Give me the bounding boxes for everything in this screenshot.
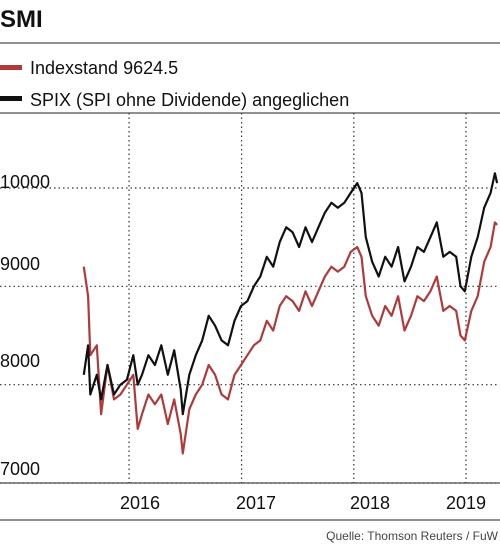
x-tick-label-2017: 2017 (236, 493, 276, 513)
legend-label-indexstand: Indexstand 9624.5 (30, 58, 178, 78)
legend-swatch-spix (0, 96, 22, 101)
source-note: Quelle: Thomson Reuters / FuW (326, 529, 499, 543)
legend-label-spix: SPIX (SPI ohne Dividende) angeglichen (30, 90, 349, 110)
series-line-spix (82, 172, 499, 416)
y-tick-label-10000: 10000 (0, 172, 50, 192)
x-tick-label-2016: 2016 (120, 493, 160, 513)
x-tick-label-2019: 2019 (446, 493, 486, 513)
legend-swatch-indexstand (0, 65, 22, 70)
y-tick-label-7000: 7000 (0, 459, 40, 479)
y-axis-labels: 10000 9000 8000 7000 (0, 172, 50, 479)
chart-title: SMI (0, 6, 43, 33)
x-axis-labels: 2016 2017 2018 2019 (120, 493, 486, 513)
x-tick-label-2018: 2018 (350, 493, 390, 513)
y-tick-label-9000: 9000 (0, 254, 40, 274)
legend: Indexstand 9624.5 SPIX (SPI ohne Dividen… (0, 58, 349, 110)
series-line-indexstand (82, 221, 498, 455)
y-tick-label-8000: 8000 (0, 351, 40, 371)
series-lines (82, 172, 499, 455)
